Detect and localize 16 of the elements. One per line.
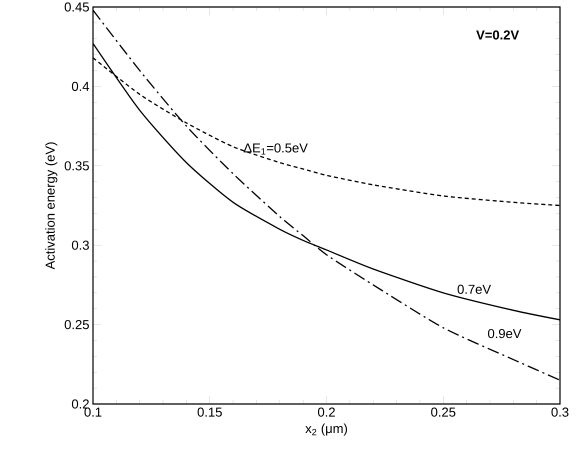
x-tick-label: 0.15 (198, 408, 222, 417)
x-tick-label: 0.2 (318, 408, 335, 417)
x-axis-title: x$_{2}$ (μm) (305, 424, 348, 436)
annotation: V=0.2V (476, 30, 520, 40)
y-tick-label: 0.4 (72, 82, 90, 91)
x-tick-label: 0.25 (431, 408, 456, 417)
y-tick-label: 0.45 (64, 2, 89, 12)
y-tick-label: 0.25 (64, 320, 89, 330)
series-label: 0.9eV (488, 328, 522, 338)
y-tick-label: 0.35 (64, 161, 89, 170)
y-axis-title: Activation energy (eV) (45, 142, 58, 270)
series-label: 0.7eV (458, 284, 492, 294)
y-tick-label: 0.3 (72, 240, 89, 250)
series-label: ΔE$_{1}$=0.5eV (244, 143, 308, 155)
y-tick-label: 0.2 (72, 399, 89, 409)
x-tick-label: 0.3 (551, 408, 568, 417)
